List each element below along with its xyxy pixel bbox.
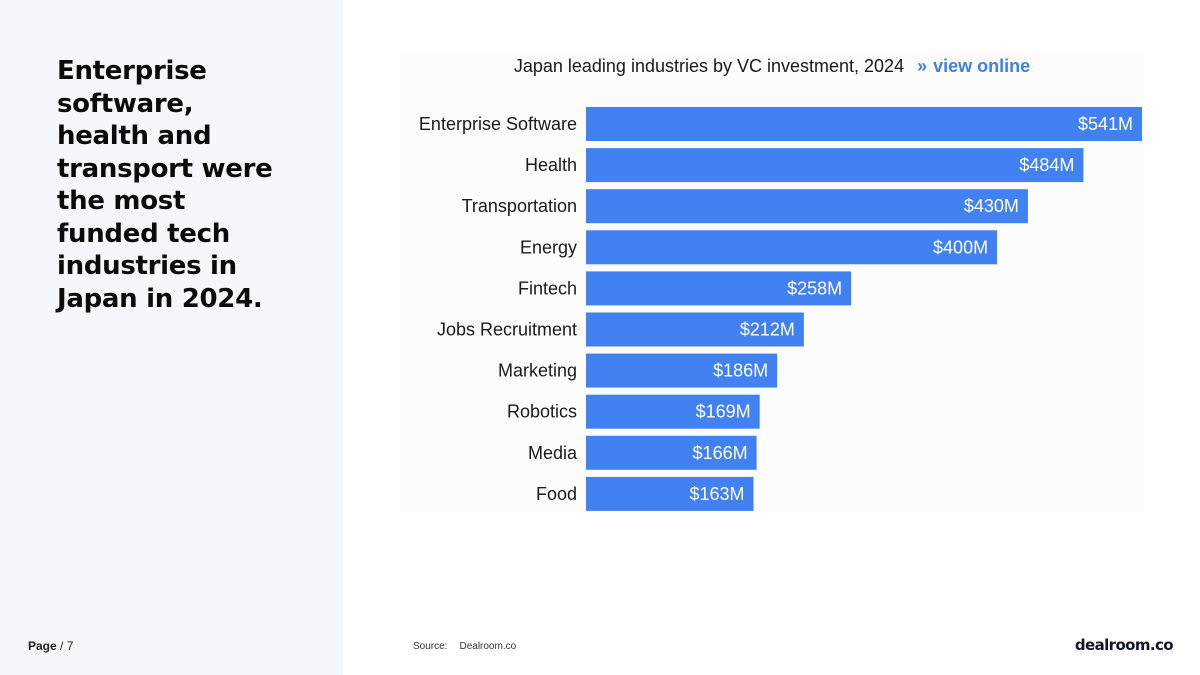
bar-enterprise-software	[586, 107, 1142, 141]
category-label-fintech: Fintech	[518, 278, 577, 298]
category-label-enterprise-software: Enterprise Software	[419, 114, 577, 134]
value-label-jobs-recruitment: $212M	[740, 320, 795, 340]
headline: Enterprise software, health and transpor…	[57, 56, 273, 314]
bar-fintech	[586, 271, 852, 306]
bar-robotics	[586, 394, 760, 429]
dealroom-logo: dealroom.co	[1074, 636, 1174, 654]
page-indicator: Page / 7	[28, 639, 73, 653]
source-label: Source:	[413, 641, 448, 652]
bar-energy	[586, 230, 998, 265]
source-value: Dealroom.co	[459, 641, 517, 652]
bar-jobs-recruitment	[586, 312, 804, 347]
value-label-food: $163M	[689, 484, 744, 504]
category-label-jobs-recruitment: Jobs Recruitment	[437, 320, 577, 340]
value-label-transportation: $430M	[964, 196, 1019, 216]
view-online-link[interactable]: » view online	[917, 56, 1030, 76]
chart-title: Japan leading industries by VC investmen…	[513, 56, 905, 76]
page-number: 7	[66, 639, 74, 653]
left-panel	[0, 0, 343, 675]
view-online-label: view online	[933, 56, 1031, 76]
category-label-marketing: Marketing	[498, 361, 577, 381]
value-label-fintech: $258M	[787, 278, 842, 298]
bar-marketing	[586, 353, 778, 388]
category-label-media: Media	[528, 443, 578, 463]
value-label-media: $166M	[693, 443, 748, 463]
value-label-energy: $400M	[933, 237, 988, 257]
chart-title-row: Japan leading industries by VC investmen…	[400, 56, 1144, 77]
value-label-health: $484M	[1019, 155, 1074, 175]
value-label-enterprise-software: $541M	[1078, 114, 1133, 134]
value-label-robotics: $169M	[696, 402, 751, 422]
category-label-transportation: Transportation	[462, 196, 577, 216]
bar-media	[586, 435, 757, 470]
chevron-right-icon: »	[917, 56, 928, 76]
page-separator: /	[56, 639, 67, 653]
bar-transportation	[586, 189, 1028, 224]
category-label-food: Food	[536, 484, 577, 504]
value-label-marketing: $186M	[713, 361, 768, 381]
category-label-health: Health	[525, 155, 577, 175]
source: Source: Dealroom.co	[413, 641, 516, 652]
bar-health	[586, 148, 1084, 183]
category-label-energy: Energy	[520, 237, 577, 257]
category-label-robotics: Robotics	[507, 402, 577, 422]
bar-food	[586, 476, 754, 511]
page-label: Page	[28, 639, 57, 653]
